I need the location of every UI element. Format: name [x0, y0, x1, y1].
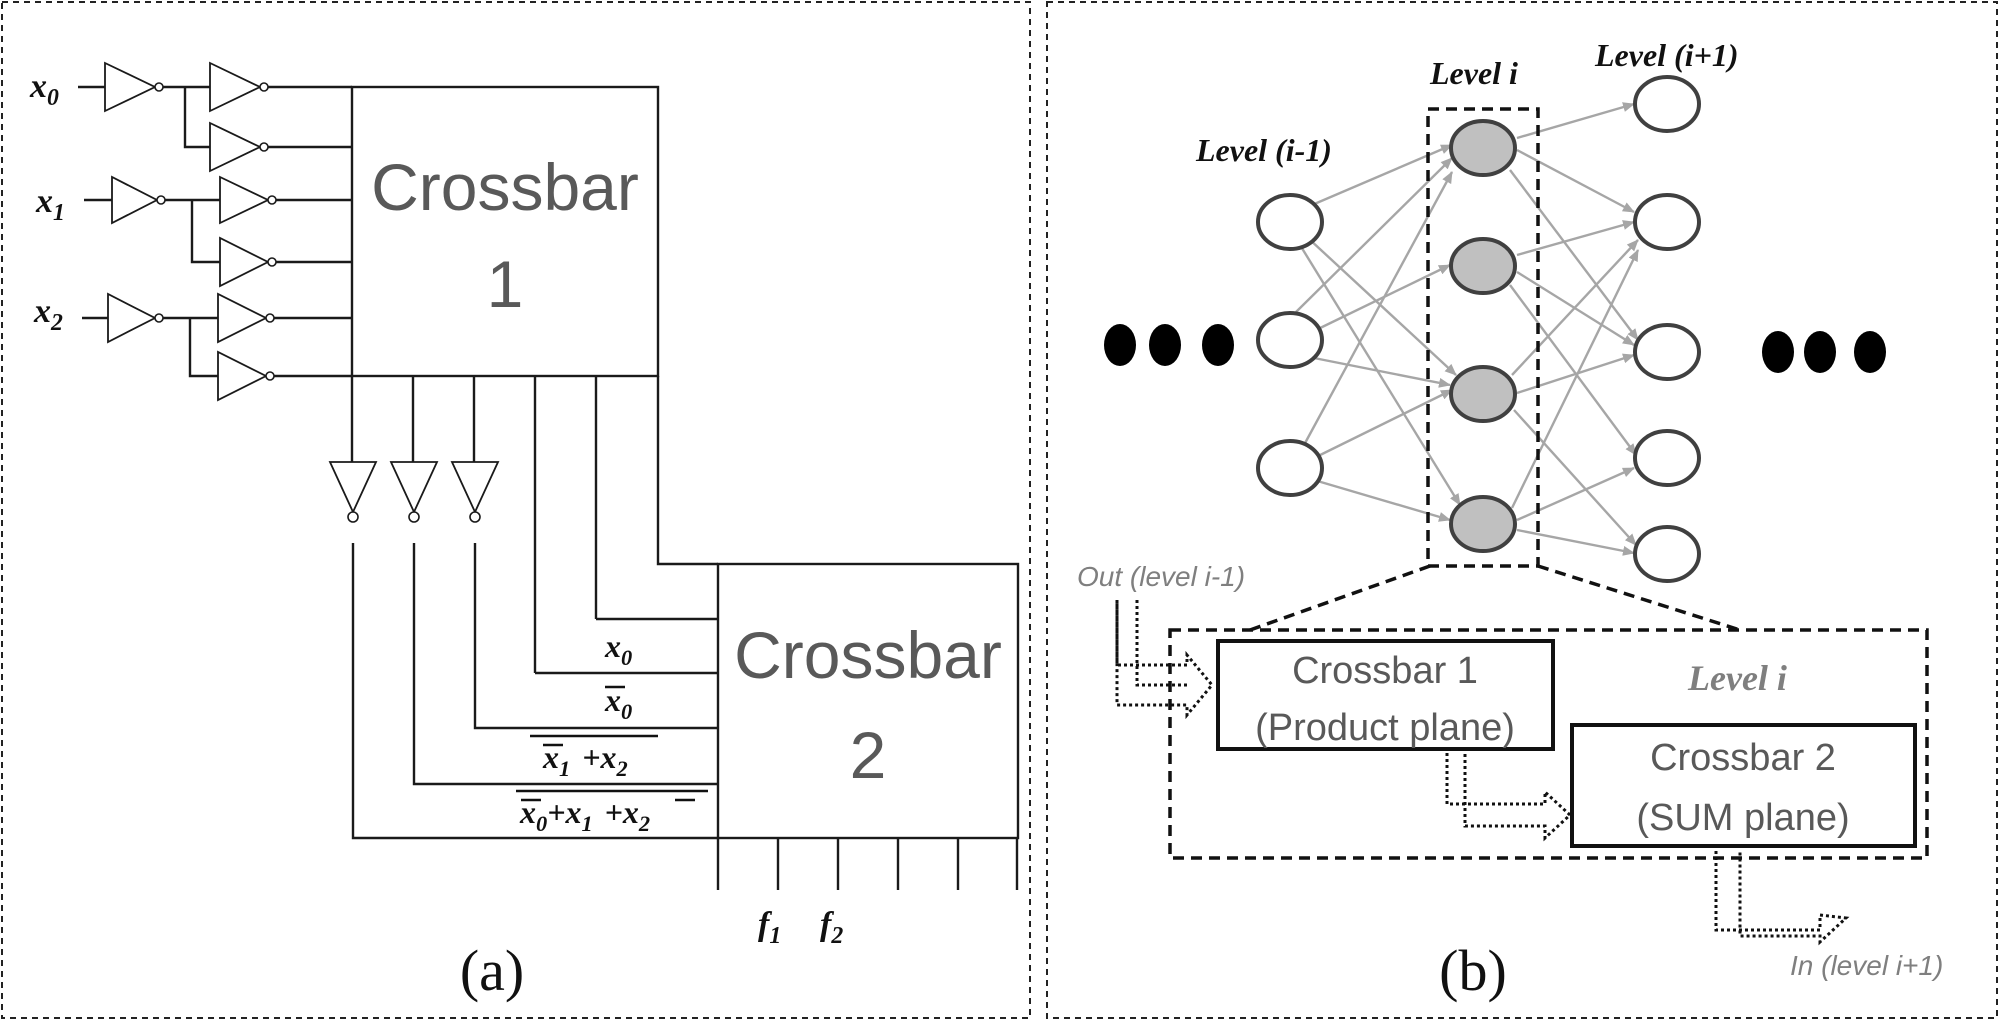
ellipsis-left-icon	[1104, 324, 1234, 366]
ellipsis-right-icon	[1762, 331, 1886, 373]
svg-text:x0: x0	[604, 682, 632, 724]
crossbar-1-label: Crossbar	[371, 150, 639, 224]
crossbar-1-product-subtitle: (Product plane)	[1255, 707, 1515, 749]
crossbar-2-block	[716, 562, 1020, 840]
level-i-highlight	[1426, 107, 1540, 568]
panel-a: x0 x1 x2	[29, 61, 1020, 1003]
crossbar-1-product-box	[1216, 639, 1555, 751]
node-level-i	[1449, 237, 1517, 295]
node-level-i	[1449, 365, 1517, 423]
inverter-gate-icon	[209, 61, 263, 113]
node-level-prev	[1256, 439, 1324, 497]
detail-level-i-label: Level i	[1687, 658, 1787, 698]
dotted-arrow-out-icon	[1714, 851, 1850, 946]
node-level-next	[1633, 323, 1701, 381]
term-not-x1-or-x2: x1 +x2	[530, 734, 658, 781]
panel-b: Level (i-1) Level i Level (i+1)	[1077, 37, 1943, 1003]
crossbar-2-sum-subtitle: (SUM plane)	[1636, 797, 1849, 839]
crossbar-1-number: 1	[487, 247, 524, 321]
caption-a: (a)	[460, 938, 524, 1003]
inverter-gate-icon	[104, 61, 158, 113]
svg-text:x0+x1+x2: x0+x1 +x2	[519, 794, 650, 836]
crossbar-2-label: Crossbar	[734, 618, 1002, 692]
node-level-next	[1633, 75, 1701, 133]
input-chain-x2	[82, 292, 352, 402]
node-level-prev	[1256, 311, 1324, 369]
input-chain-x0	[78, 61, 352, 173]
node-level-next	[1633, 429, 1701, 487]
node-level-i	[1449, 495, 1517, 553]
inverter-gate-icon	[209, 121, 263, 173]
inverter-gate-icon	[219, 236, 271, 288]
output-label-f1: f1	[758, 906, 781, 949]
node-level-next	[1633, 193, 1701, 251]
inverter-gate-icon	[219, 175, 271, 225]
panel-a-frame	[1, 1, 1031, 1019]
crossbar-1-product-title: Crossbar 1	[1292, 650, 1478, 692]
node-level-next	[1633, 525, 1701, 583]
inverter-gate-icon	[450, 461, 500, 515]
svg-text:x1+x2: x1 +x2	[542, 739, 628, 781]
output-label-f2: f2	[820, 906, 843, 949]
crossbar-2-sum-title: Crossbar 2	[1650, 737, 1836, 779]
output-inverters	[328, 461, 500, 523]
dotted-arrow-in-icon	[1115, 600, 1214, 720]
in-level-label: In (level i+1)	[1790, 950, 1943, 981]
input-label-x0: x0	[29, 68, 59, 111]
network-edges	[1295, 102, 1640, 556]
crossbar-2-sum-box	[1570, 723, 1917, 848]
input-label-x2: x2	[33, 293, 63, 336]
inverter-gate-icon	[217, 350, 269, 402]
out-level-label: Out (level i-1)	[1077, 561, 1245, 592]
level-cur-label: Level i	[1429, 55, 1518, 91]
inverter-gate-icon	[107, 292, 157, 344]
caption-b: (b)	[1439, 938, 1507, 1003]
crossbar-2-number: 2	[850, 718, 887, 792]
input-label-x1: x1	[35, 183, 65, 226]
node-level-i	[1449, 119, 1517, 177]
input-chain-x1	[84, 175, 352, 288]
inverter-gate-icon	[389, 461, 439, 515]
inverter-gate-icon	[328, 461, 378, 515]
panel-b-frame	[1046, 1, 1998, 1019]
level-next-label: Level (i+1)	[1594, 37, 1738, 73]
inverter-gate-icon	[111, 175, 159, 225]
dotted-arrow-between-icon	[1445, 753, 1573, 842]
term-x0-bar: x0	[604, 682, 632, 724]
inverter-gate-icon	[217, 292, 269, 344]
level-prev-label: Level (i-1)	[1195, 132, 1332, 168]
level-i-detail-box	[1168, 628, 1929, 860]
term-x0: x0	[604, 628, 632, 670]
term-not-sum-of-three: x0+x1 +x2	[516, 789, 708, 836]
crossbar-1-block	[350, 85, 660, 378]
node-level-prev	[1256, 193, 1324, 251]
